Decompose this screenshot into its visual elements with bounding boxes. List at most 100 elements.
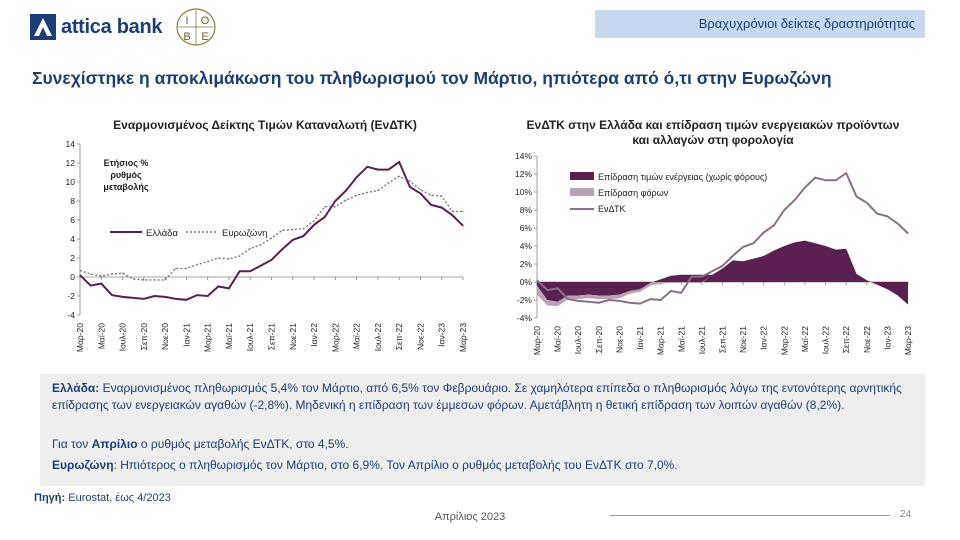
right-chart-title-line2: και αλλαγών στη φορολογία xyxy=(632,133,794,147)
x-tick-label: Νοε-20 xyxy=(160,323,170,350)
data-point xyxy=(164,279,166,281)
summary-eurozone-label: Ευρωζώνη xyxy=(52,458,114,472)
x-tick-label: Σεπ-22 xyxy=(394,323,404,350)
data-point xyxy=(292,239,294,241)
page-number: 24 xyxy=(900,509,912,520)
y-tick-label: 10 xyxy=(66,177,76,187)
data-point xyxy=(398,175,400,177)
x-tick-label: Μαρ-21 xyxy=(203,323,213,352)
data-point xyxy=(377,190,379,192)
data-point xyxy=(451,214,453,216)
x-tick-label: Σεπ-20 xyxy=(139,323,149,350)
data-point xyxy=(196,294,198,296)
summary-greece-text: Εναρμονισμένος πληθωρισμός 5,4% τον Μάρτ… xyxy=(52,381,902,412)
data-point xyxy=(462,225,464,227)
summary-box: Ελλάδα: Εναρμονισμένος πληθωρισμός 5,4% … xyxy=(40,374,925,486)
x-tick-label: Ιουλ-21 xyxy=(245,323,255,352)
data-point xyxy=(409,186,411,188)
x-tick-label: Μαϊ-20 xyxy=(96,323,106,349)
x-tick-label: Ιαν-23 xyxy=(437,323,447,347)
y-tick-label: 6 xyxy=(70,215,75,225)
data-point xyxy=(207,261,209,263)
legend-label-greece: Ελλάδα xyxy=(146,228,178,239)
y-annotation-line: ρυθμός xyxy=(110,170,142,180)
right-chart-title-line1: ΕνΔΤΚ στην Ελλάδα και επίδραση τιμών ενε… xyxy=(526,118,900,132)
data-point xyxy=(356,176,358,178)
data-point xyxy=(132,297,134,299)
data-point xyxy=(132,278,134,280)
data-point xyxy=(345,190,347,192)
x-tick-label: Ιαν-22 xyxy=(309,323,319,347)
source-label: Πηγή: xyxy=(34,492,66,504)
data-point xyxy=(164,296,166,298)
data-point xyxy=(122,272,124,274)
y-tick-label: 4 xyxy=(70,234,75,244)
y-annotation-line: μεταβολής xyxy=(103,182,149,192)
footer-divider xyxy=(610,515,890,516)
iobe-letter: E xyxy=(201,31,208,43)
data-point xyxy=(270,237,273,239)
y-tick-label: 12 xyxy=(66,158,76,168)
x-tick-label: Μαϊ-21 xyxy=(224,323,234,349)
summary-greece-label: Ελλάδα: xyxy=(52,381,100,395)
y-annotation-line: Ετήσιος % xyxy=(104,158,149,168)
right-chart-title: ΕνΔΤΚ στην Ελλάδα και επίδραση τιμών ενε… xyxy=(508,118,918,148)
data-point xyxy=(260,244,262,246)
y-tick-label: 0 xyxy=(70,272,75,282)
data-point xyxy=(419,192,421,194)
data-point xyxy=(143,298,145,300)
data-point xyxy=(111,294,113,296)
data-point xyxy=(175,298,177,300)
y-tick-label: -4 xyxy=(67,310,75,320)
summary-april-bold: Απρίλιο xyxy=(91,437,138,451)
x-tick-label: Σεπ-21 xyxy=(267,323,277,350)
data-point xyxy=(143,279,145,281)
data-point xyxy=(217,285,219,288)
data-point xyxy=(462,210,464,212)
legend-label-eurozone: Ευρωζώνη xyxy=(222,228,267,239)
data-point xyxy=(207,295,209,297)
data-point xyxy=(366,166,368,168)
summary-greece: Ελλάδα: Εναρμονισμένος πληθωρισμός 5,4% … xyxy=(52,380,912,414)
iobe-logo: I O B E xyxy=(176,8,216,46)
section-title: Βραχυχρόνιοι δείκτες δραστηριότητας xyxy=(698,16,915,31)
iobe-letter: O xyxy=(201,15,210,27)
data-point xyxy=(377,169,379,171)
data-point xyxy=(249,247,251,250)
data-point xyxy=(100,283,102,285)
x-tick-label: Ιουλ-20 xyxy=(118,323,128,352)
data-point xyxy=(228,258,230,260)
data-point xyxy=(398,161,400,163)
x-tick-label: Μαϊ-22 xyxy=(352,323,362,349)
data-point xyxy=(90,285,92,287)
brand-name: attica bank xyxy=(61,15,163,38)
x-tick-label: Νοε-21 xyxy=(288,323,298,350)
data-point xyxy=(387,169,390,171)
data-point xyxy=(249,270,251,272)
data-point xyxy=(441,207,443,209)
data-point xyxy=(441,195,443,197)
data-point xyxy=(228,287,230,289)
x-tick-label: Ιουλ-22 xyxy=(373,323,383,352)
summary-april-pre: Για τον xyxy=(52,437,89,451)
data-point xyxy=(302,235,304,237)
y-tick-label: -2 xyxy=(67,291,75,301)
summary-april-post: ο ρυθμός μεταβολής ΕνΔΤΚ, στο 4,5%. xyxy=(140,437,349,451)
data-point xyxy=(185,267,187,269)
section-banner: Βραχυχρόνιοι δείκτες δραστηριότητας xyxy=(595,10,925,38)
y-tick-label: 8 xyxy=(70,196,75,206)
data-point xyxy=(239,270,241,272)
iobe-letter: I xyxy=(185,15,188,27)
data-point xyxy=(451,210,453,212)
data-point xyxy=(122,296,124,298)
left-chart-title: Εναρμονισμένος Δείκτης Τιμών Καταναλωτή … xyxy=(113,118,417,132)
data-point xyxy=(313,220,315,222)
data-point xyxy=(196,264,198,266)
data-point xyxy=(345,199,347,201)
data-point xyxy=(366,191,368,193)
data-point xyxy=(281,248,283,250)
summary-april: Για τον Απρίλιο ο ρυθμός μεταβολής ΕνΔΤΚ… xyxy=(52,436,912,453)
x-tick-label: Μαρ-20 xyxy=(75,323,85,352)
data-point xyxy=(175,267,177,269)
